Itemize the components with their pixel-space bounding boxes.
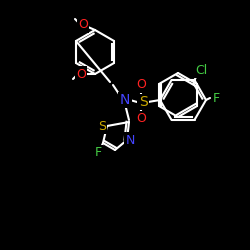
Text: O: O	[136, 78, 146, 92]
Text: N: N	[125, 134, 135, 146]
Text: S: S	[138, 95, 147, 109]
Text: F: F	[94, 146, 102, 160]
Text: O: O	[76, 68, 86, 80]
Text: N: N	[120, 93, 130, 107]
Text: F: F	[212, 92, 220, 104]
Text: Cl: Cl	[196, 64, 207, 76]
Text: O: O	[78, 18, 88, 32]
Text: O: O	[136, 112, 146, 126]
Text: S: S	[98, 120, 106, 132]
